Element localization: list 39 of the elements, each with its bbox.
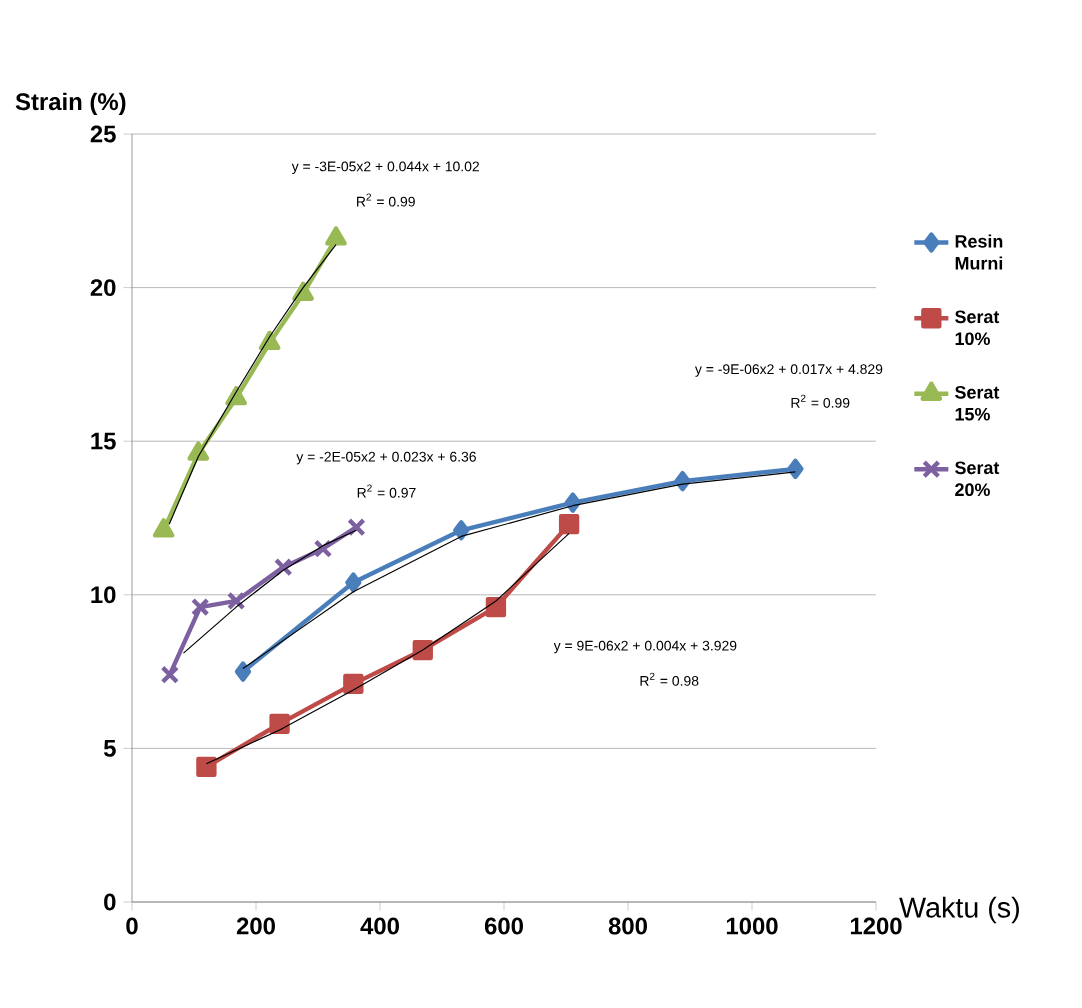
point [269, 713, 290, 734]
point [558, 513, 580, 535]
x-tick-label: 0 [126, 917, 138, 935]
point [234, 661, 252, 682]
point [226, 591, 246, 611]
x-tick-label: 200 [236, 917, 275, 935]
point [196, 756, 217, 777]
legend-label: Serat 10% [955, 310, 1000, 346]
legend-label: Serat 20% [955, 461, 1000, 497]
point [485, 596, 507, 618]
x-tick-label: 1200 [850, 917, 902, 935]
point [274, 557, 293, 577]
y-tick-label: 0 [104, 893, 116, 911]
y-tick-label: 10 [91, 586, 116, 604]
y-tick-label: 25 [90, 125, 116, 143]
x-tick-label: 800 [608, 917, 647, 935]
point [787, 458, 804, 479]
x-tick-label: 400 [360, 917, 399, 935]
line-series [182, 529, 358, 654]
x-axis-title: Waktu (s) [899, 896, 1019, 924]
y-tick-label: 20 [90, 279, 116, 297]
point [190, 597, 210, 617]
legend-label: Serat 15% [955, 385, 1000, 421]
point [345, 572, 362, 593]
point [152, 518, 175, 538]
y-tick-label: 5 [103, 740, 116, 757]
point [160, 665, 180, 684]
x-tick-label: 600 [484, 917, 523, 935]
point [347, 517, 366, 537]
legend-label: Resin Murni [955, 234, 1003, 270]
y-tick-label: 15 [91, 432, 116, 450]
x-tick-label: 1000 [726, 917, 778, 935]
point [412, 639, 433, 661]
y-axis-title: Strain (%) [15, 92, 126, 115]
point [313, 539, 333, 558]
point [343, 673, 364, 695]
point [453, 520, 470, 541]
point [325, 226, 347, 246]
point [187, 441, 210, 461]
